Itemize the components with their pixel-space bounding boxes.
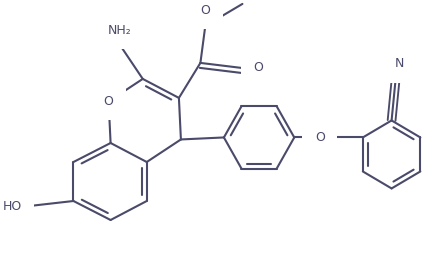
Text: O: O <box>104 95 113 108</box>
Text: HO: HO <box>3 199 22 213</box>
Text: NH₂: NH₂ <box>107 24 131 37</box>
Text: N: N <box>395 57 404 70</box>
Text: O: O <box>315 131 325 144</box>
Text: O: O <box>201 4 210 17</box>
Text: O: O <box>253 61 263 74</box>
